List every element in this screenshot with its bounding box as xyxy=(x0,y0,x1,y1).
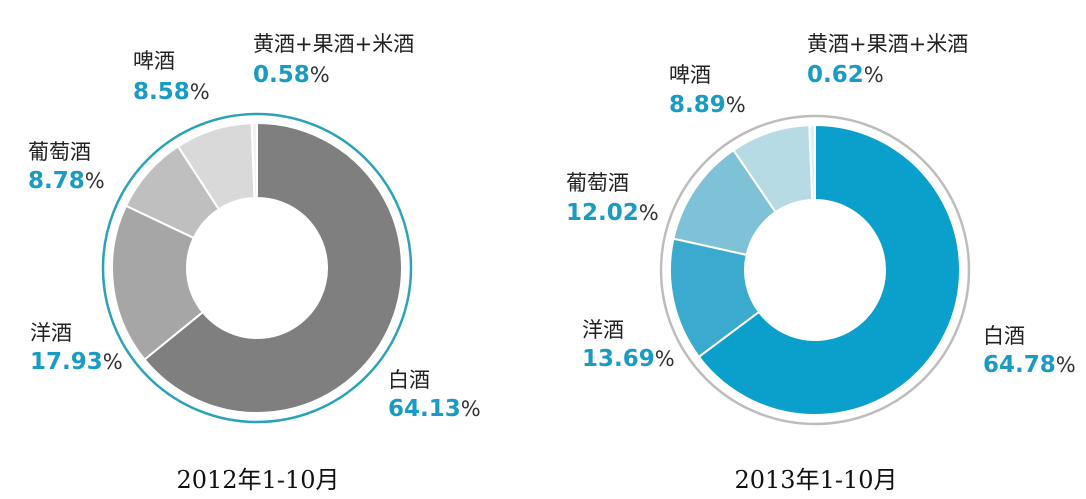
chart1-label-baijiu-value: 64.13% xyxy=(388,396,481,422)
chart2-unit-yangjiu: % xyxy=(654,347,675,371)
chart2-slice-baijiu xyxy=(697,123,961,416)
chart1-value-huangjiu: 0.58 xyxy=(253,62,310,88)
chart2-unit-pijiu: % xyxy=(725,93,746,117)
chart2-caption: 2013年1-10月 xyxy=(734,466,898,494)
chart1-label-putaojiu-value: 8.78% xyxy=(28,168,105,194)
chart2-label-pijiu-value: 8.89% xyxy=(669,92,746,118)
chart1-slice-yangjiu xyxy=(111,204,205,361)
chart2-value-yangjiu: 13.69 xyxy=(582,346,655,372)
chart2-label-yangjiu-value: 13.69% xyxy=(582,346,675,372)
chart1-caption: 2012年1-10月 xyxy=(176,466,340,494)
chart1-label-huangjiu-name: 黄酒+果酒+米酒 xyxy=(253,32,415,56)
chart2-unit-huangjiu: % xyxy=(863,63,884,87)
chart1-slice-huangjiu xyxy=(250,121,258,200)
chart1-unit-yangjiu: % xyxy=(102,350,123,374)
chart2-label-huangjiu-name: 黄酒+果酒+米酒 xyxy=(807,32,969,56)
chart1-slice-baijiu xyxy=(143,121,403,414)
chart1-value-putaojiu: 8.78 xyxy=(28,168,85,194)
chart2-label-huangjiu-value: 0.62% xyxy=(807,62,884,88)
chart2-value-putaojiu: 12.02 xyxy=(566,200,639,226)
chart1-value-baijiu: 64.13 xyxy=(388,396,461,422)
chart1-label-putaojiu-name: 葡萄酒 xyxy=(28,140,91,164)
chart2-slice-huangjiu xyxy=(808,123,816,202)
chart1-unit-putaojiu: % xyxy=(84,169,105,193)
chart2-label-baijiu-name: 白酒 xyxy=(983,324,1025,348)
chart1-label-pijiu-value: 8.58% xyxy=(133,79,210,105)
chart1-value-pijiu: 8.58 xyxy=(133,79,190,105)
chart2-label-putaojiu-value: 12.02% xyxy=(566,200,659,226)
chart2-label-yangjiu-name: 洋酒 xyxy=(582,318,624,342)
chart2-value-pijiu: 8.89 xyxy=(669,92,726,118)
chart2-outer-ring xyxy=(659,114,971,426)
chart1-unit-baijiu: % xyxy=(460,397,481,421)
chart2-donut xyxy=(659,114,971,426)
chart2-label-baijiu-value: 64.78% xyxy=(983,352,1076,378)
chart1-unit-huangjiu: % xyxy=(309,63,330,87)
chart2-unit-baijiu: % xyxy=(1055,353,1076,377)
chart2-label-pijiu-name: 啤酒 xyxy=(669,63,711,87)
chart2-value-huangjiu: 0.62 xyxy=(807,62,864,88)
chart2-unit-putaojiu: % xyxy=(638,201,659,225)
chart1-donut xyxy=(101,112,413,424)
chart1-label-yangjiu-value: 17.93% xyxy=(30,349,123,375)
chart2-value-baijiu: 64.78 xyxy=(983,352,1056,378)
chart1-label-yangjiu-name: 洋酒 xyxy=(30,321,72,345)
chart1-value-yangjiu: 17.93 xyxy=(30,349,103,375)
chart1-label-huangjiu-value: 0.58% xyxy=(253,62,330,88)
chart1-label-pijiu-name: 啤酒 xyxy=(133,49,175,73)
chart2-label-putaojiu-name: 葡萄酒 xyxy=(566,171,629,195)
chart1-label-baijiu-name: 白酒 xyxy=(388,368,430,392)
chart1-unit-pijiu: % xyxy=(189,80,210,104)
chart1-outer-ring xyxy=(101,112,413,424)
